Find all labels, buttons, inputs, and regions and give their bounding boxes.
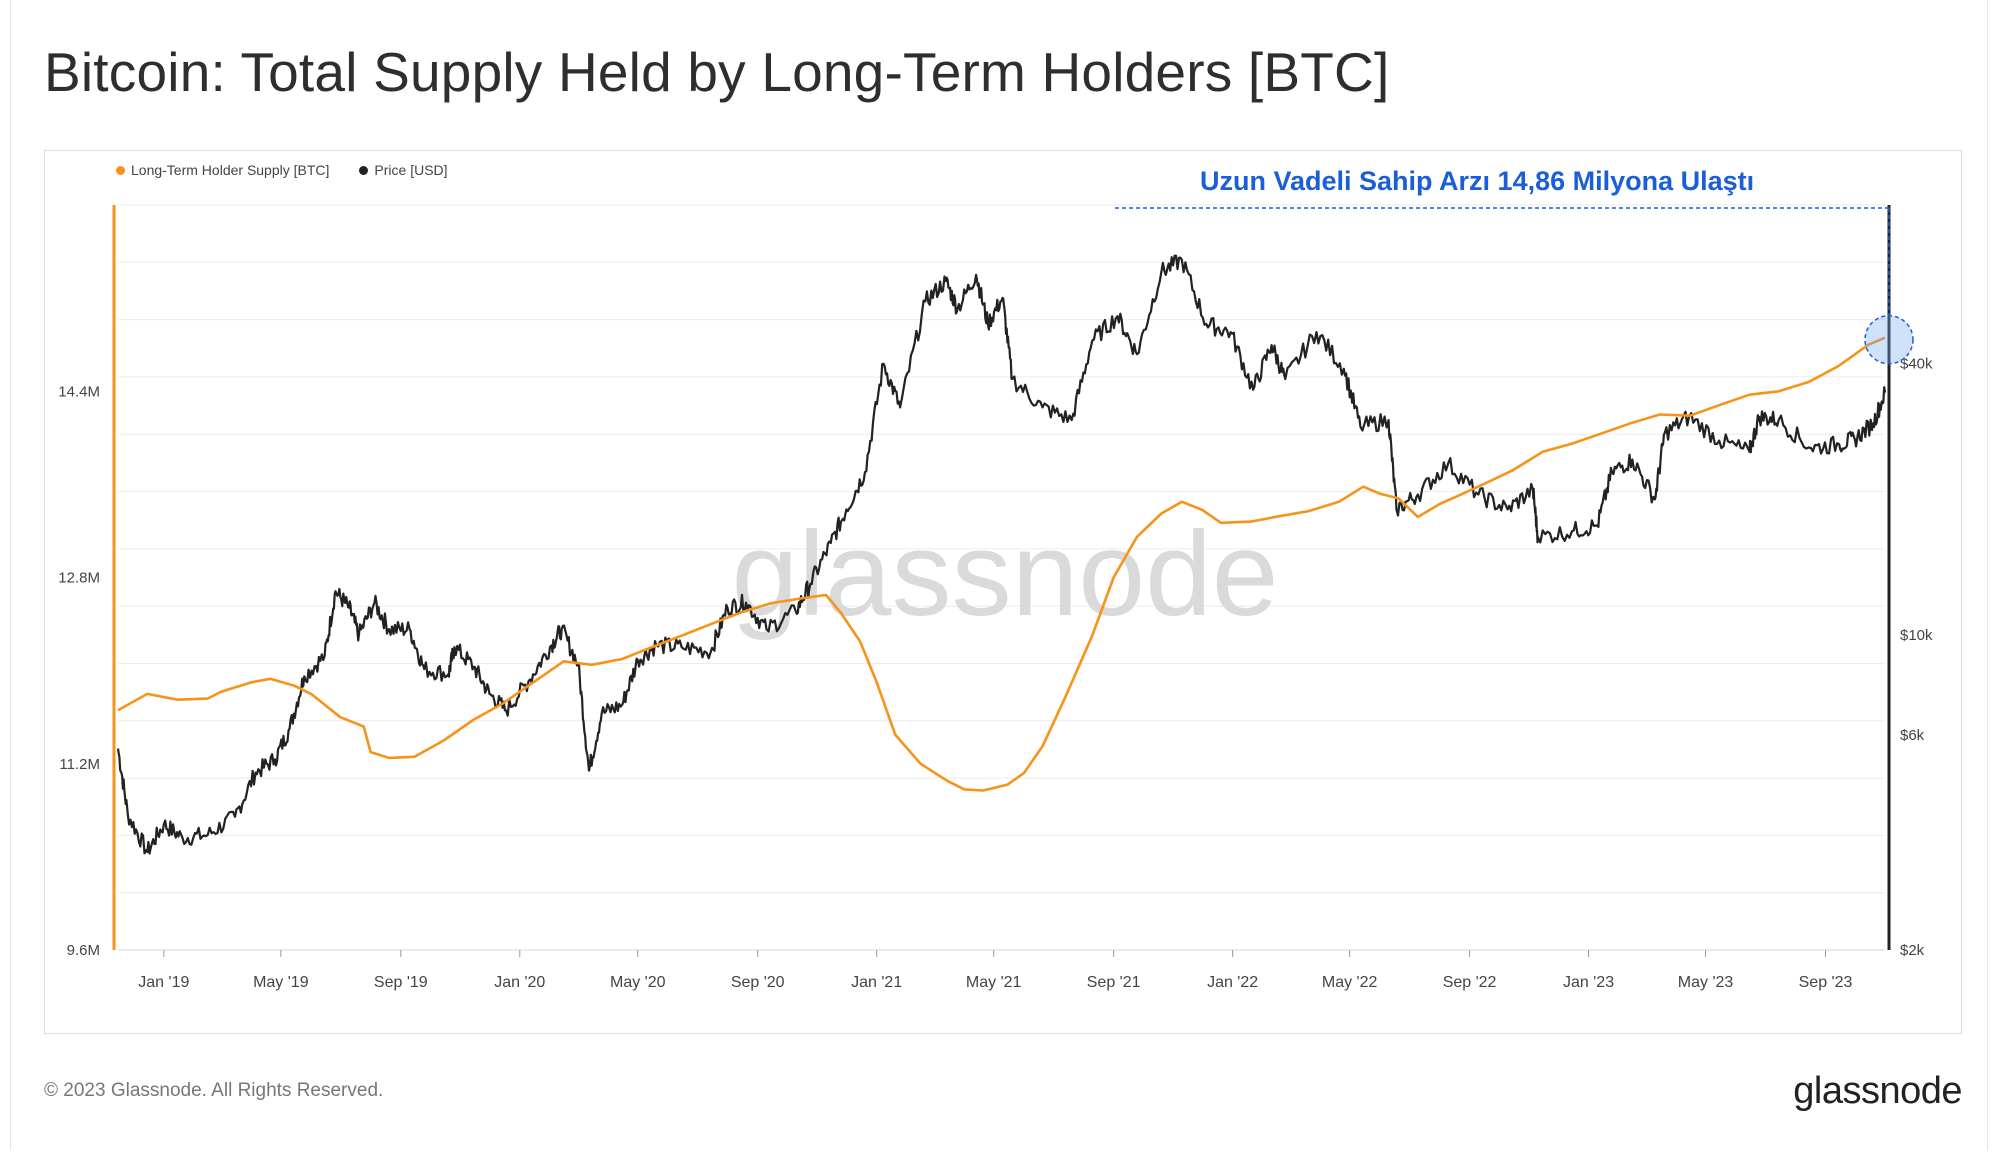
x-tick-label: Jan '22	[1207, 974, 1258, 991]
x-tick-label: May '23	[1678, 974, 1734, 991]
y-right-tick-label: $10k	[1900, 627, 1933, 644]
x-tick-label: May '20	[610, 974, 666, 991]
x-tick-label: May '22	[1322, 974, 1378, 991]
footer-copyright: © 2023 Glassnode. All Rights Reserved.	[44, 1080, 384, 1101]
watermark-text: glassnode	[731, 507, 1278, 641]
legend-label-price: Price [USD]	[374, 162, 448, 178]
x-tick-label: May '21	[966, 974, 1022, 991]
chart-frame	[44, 150, 1962, 1034]
legend-item-price[interactable]: Price [USD]	[359, 162, 448, 178]
x-tick-label: Sep '21	[1087, 974, 1141, 991]
x-tick-label: May '19	[253, 974, 309, 991]
x-tick-label: Jan '23	[1563, 974, 1614, 991]
y-left-tick-label: 9.6M	[67, 942, 100, 959]
x-tick-label: Sep '19	[374, 974, 428, 991]
page-title: Bitcoin: Total Supply Held by Long-Term …	[44, 41, 1390, 103]
glassnode-logo: glassnode	[1793, 1070, 1962, 1112]
y-left-tick-label: 11.2M	[59, 756, 100, 773]
x-tick-label: Jan '19	[138, 974, 189, 991]
page-border	[10, 0, 1988, 1150]
y-right-tick-label: $2k	[1900, 942, 1925, 959]
y-left-tick-label: 14.4M	[58, 383, 100, 400]
legend-item-supply[interactable]: Long-Term Holder Supply [BTC]	[116, 162, 329, 178]
legend-label-supply: Long-Term Holder Supply [BTC]	[131, 162, 330, 178]
x-tick-label: Sep '23	[1799, 974, 1853, 991]
x-tick-label: Sep '22	[1443, 974, 1497, 991]
legend-dot-price	[359, 165, 369, 175]
y-left-tick-label: 12.8M	[58, 570, 100, 587]
annotation-highlight-circle	[1864, 314, 1914, 365]
x-tick-label: Jan '21	[851, 974, 902, 991]
chart-annotation: Uzun Vadeli Sahip Arzı 14,86 Milyona Ula…	[1200, 166, 1755, 196]
legend-dot-supply	[116, 165, 125, 175]
x-tick-label: Sep '20	[731, 974, 785, 991]
y-right-tick-label: $6k	[1900, 727, 1925, 744]
y-right-tick-label: $40k	[1900, 356, 1933, 373]
chart-legend: Long-Term Holder Supply [BTC] Price [USD…	[116, 162, 448, 178]
supply-series-line	[117, 336, 1886, 792]
x-tick-label: Jan '20	[494, 974, 545, 991]
price-series-line	[116, 254, 1887, 855]
